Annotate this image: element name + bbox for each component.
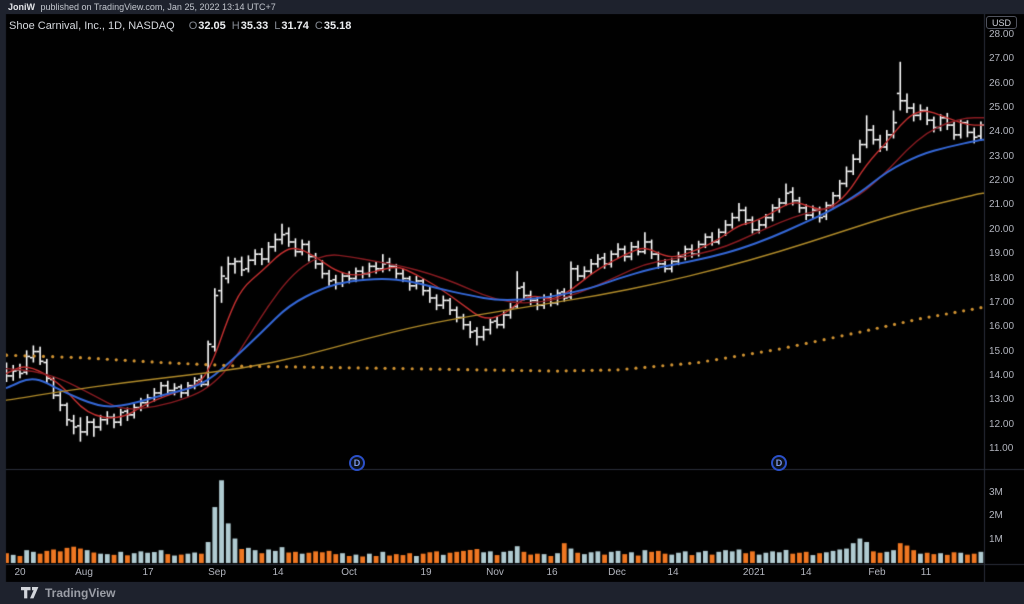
symbol-title: Shoe Carnival, Inc., 1D, NASDAQ xyxy=(9,20,175,32)
tradingview-logo-icon[interactable] xyxy=(20,586,39,600)
publish-author: JoniW xyxy=(8,2,35,12)
price-tick-label: 22.00 xyxy=(989,175,1015,187)
ohlc-value-O: 32.05 xyxy=(198,20,226,32)
price-tick-label: 23.00 xyxy=(989,150,1015,162)
time-axis-label: Sep xyxy=(208,567,226,578)
price-tick-label: 25.00 xyxy=(989,102,1015,114)
dividend-marker[interactable]: D xyxy=(771,455,787,471)
ohlc-label-H: H xyxy=(231,20,240,32)
price-tick-label: 11.00 xyxy=(989,442,1014,454)
ohlc-value-C: 35.18 xyxy=(323,20,352,32)
time-axis-label: 11 xyxy=(920,567,932,578)
ohlc-value-H: 35.33 xyxy=(240,20,269,32)
volume-tick-label: 2M xyxy=(989,510,1003,522)
time-axis-label: Nov xyxy=(486,567,504,578)
footer: TradingView xyxy=(0,582,1024,604)
ohlc-label-C: C xyxy=(314,20,323,32)
price-tick-label: 20.00 xyxy=(989,223,1015,235)
time-axis-label: 19 xyxy=(420,567,432,578)
time-axis-label: Oct xyxy=(341,567,357,578)
price-tick-label: 19.00 xyxy=(989,248,1015,260)
currency-badge: USD xyxy=(986,16,1018,29)
symbol-info: Shoe Carnival, Inc., 1D, NASDAQ O32.05 H35… xyxy=(9,20,351,32)
time-axis-label: 2021 xyxy=(742,567,766,578)
time-axis-label: 14 xyxy=(667,567,679,578)
price-tick-label: 13.00 xyxy=(989,394,1015,406)
time-axis-label: 14 xyxy=(800,567,812,578)
time-axis-label: Aug xyxy=(75,567,93,578)
price-tick-label: 24.00 xyxy=(989,126,1015,138)
time-axis-label: Dec xyxy=(608,567,626,578)
ohlc-value-L: 31.74 xyxy=(281,20,309,32)
time-axis-label: 16 xyxy=(546,567,558,578)
price-tick-label: 15.00 xyxy=(989,345,1015,357)
ohlc-label-O: O xyxy=(188,20,198,32)
time-axis-label: Feb xyxy=(868,567,886,578)
publish-bar: JoniW published on TradingView.com, Jan … xyxy=(0,0,1024,14)
ohlc-values: O32.05 H35.33 L31.74 C35.18 xyxy=(183,20,352,32)
price-tick-label: 21.00 xyxy=(989,199,1015,211)
volume-tick-label: 1M xyxy=(989,533,1003,545)
dividend-marker[interactable]: D xyxy=(349,455,365,471)
price-tick-label: 16.00 xyxy=(989,321,1015,333)
time-axis-label: 14 xyxy=(272,567,284,578)
price-tick-label: 27.00 xyxy=(989,53,1015,65)
time-axis-label: 17 xyxy=(142,567,154,578)
volume-tick-label: 3M xyxy=(989,487,1003,499)
publish-text: published on TradingView.com, Jan 25, 20… xyxy=(40,2,276,12)
price-tick-label: 28.00 xyxy=(989,29,1015,40)
time-axis-label: 20 xyxy=(14,567,26,578)
price-tick-label: 12.00 xyxy=(989,418,1015,430)
price-tick-label: 17.00 xyxy=(989,296,1015,308)
tradingview-logo-text[interactable]: TradingView xyxy=(45,586,116,600)
price-tick-label: 14.00 xyxy=(989,369,1015,381)
price-tick-label: 26.00 xyxy=(989,77,1015,89)
price-tick-label: 18.00 xyxy=(989,272,1015,284)
ohlc-label-L: L xyxy=(274,20,281,32)
